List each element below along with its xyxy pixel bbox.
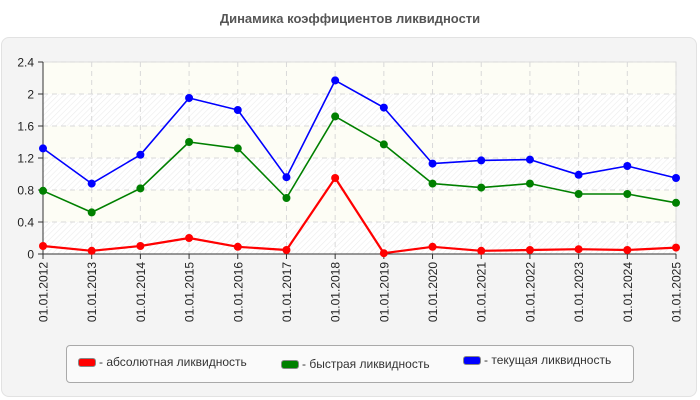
series-line [42, 176, 677, 255]
plot-band [43, 158, 676, 190]
data-point-marker[interactable] [623, 190, 632, 198]
y-tick-label: 0.4 [17, 216, 34, 230]
data-point-marker[interactable] [282, 194, 291, 202]
data-point-marker[interactable] [39, 242, 47, 250]
data-point-marker[interactable] [233, 144, 242, 153]
data-point-marker[interactable] [428, 242, 437, 251]
x-tick-label: 01.01.2021 [475, 262, 489, 322]
data-point-marker[interactable] [477, 246, 486, 255]
data-point-marker[interactable] [282, 173, 291, 182]
data-point-marker[interactable] [525, 179, 534, 188]
data-point-marker[interactable] [477, 183, 486, 192]
data-series [39, 76, 680, 258]
series-абсолютная-ликвидность [39, 174, 680, 258]
plot-band [43, 62, 676, 94]
y-tick-label: 1.6 [17, 120, 34, 134]
data-point-marker[interactable] [672, 174, 680, 182]
series-быстрая-ликвидность [39, 112, 680, 217]
legend-swatch-blue-icon [463, 355, 481, 365]
data-point-marker[interactable] [525, 155, 534, 164]
x-tick-label: 01.01.2019 [377, 262, 391, 322]
data-point-marker[interactable] [574, 170, 583, 179]
data-point-marker[interactable] [39, 144, 47, 153]
data-point-marker[interactable] [185, 234, 194, 242]
data-point-marker[interactable] [87, 246, 96, 255]
chart-title: Динамика коэффициентов ликвидности [219, 11, 481, 26]
data-point-marker[interactable] [185, 94, 194, 102]
y-tick-label: 0 [27, 248, 34, 262]
data-point-marker[interactable] [136, 150, 145, 159]
data-point-marker[interactable] [525, 246, 534, 254]
data-point-marker[interactable] [136, 184, 145, 193]
axes [38, 62, 676, 259]
x-tick-label: 01.01.2015 [183, 262, 197, 322]
series-текущая-ликвидность [39, 76, 680, 188]
legend-item-quick: - быстрая ликвидность [281, 357, 430, 371]
data-point-marker[interactable] [136, 242, 145, 250]
x-tick-label: 01.01.2020 [426, 262, 440, 322]
x-tick-label: 01.01.2016 [231, 262, 245, 322]
y-tick-label: 1.2 [17, 152, 34, 166]
x-tick-label: 01.01.2012 [37, 262, 51, 322]
data-point-marker[interactable] [331, 112, 340, 121]
legend-label-absolute: - абсолютная ликвидность [99, 355, 247, 369]
data-point-marker[interactable] [185, 138, 194, 146]
plot-background-bands [42, 61, 677, 255]
data-point-marker[interactable] [623, 162, 632, 170]
data-point-marker[interactable] [331, 174, 340, 182]
data-point-marker[interactable] [379, 140, 388, 149]
data-point-marker[interactable] [233, 242, 242, 251]
data-point-marker[interactable] [282, 246, 291, 254]
data-point-marker[interactable] [39, 186, 47, 195]
data-point-marker[interactable] [87, 208, 96, 217]
y-tick-label: 2 [27, 88, 34, 102]
y-axis-ticks: 0 0.4 0.8 1.2 1.6 2 2.4 [17, 56, 43, 262]
legend-item-current: - текущая ликвидность [463, 353, 611, 367]
data-point-marker[interactable] [477, 156, 486, 165]
y-tick-label: 0.8 [17, 184, 34, 198]
data-point-marker[interactable] [379, 249, 388, 258]
data-point-marker[interactable] [87, 179, 96, 188]
legend-item-absolute: - абсолютная ликвидность [78, 355, 247, 369]
legend-swatch-red-icon [78, 357, 96, 367]
series-line [42, 115, 677, 214]
data-point-marker[interactable] [233, 106, 242, 114]
data-point-marker[interactable] [623, 246, 632, 254]
plot-band [43, 126, 676, 158]
legend-label-quick: - быстрая ликвидность [302, 357, 430, 371]
y-tick-label: 2.4 [17, 56, 34, 70]
series-line [42, 79, 677, 185]
x-tick-label: 01.01.2017 [280, 262, 294, 322]
x-axis-ticks: 01.01.2012 01.01.2013 01.01.2014 01.01.2015… [37, 254, 684, 322]
data-point-marker[interactable] [428, 159, 437, 168]
data-point-marker[interactable] [672, 198, 680, 207]
x-tick-label: 01.01.2023 [572, 262, 586, 322]
legend-swatch-green-icon [281, 359, 299, 369]
x-tick-label: 01.01.2022 [523, 262, 537, 322]
data-point-marker[interactable] [574, 190, 583, 198]
legend-label-current: - текущая ликвидность [484, 353, 612, 367]
data-point-marker[interactable] [379, 103, 388, 112]
x-tick-label: 01.01.2018 [329, 262, 343, 322]
plot-band [43, 94, 676, 126]
data-point-marker[interactable] [428, 179, 437, 188]
data-point-marker[interactable] [672, 243, 680, 252]
legend: - абсолютная ликвидность - быстрая ликви… [66, 345, 634, 383]
data-point-marker[interactable] [331, 76, 340, 85]
x-tick-label: 01.01.2013 [85, 262, 99, 322]
x-tick-label: 01.01.2024 [621, 262, 635, 322]
data-point-marker[interactable] [574, 245, 583, 254]
x-tick-label: 01.01.2025 [670, 262, 684, 322]
x-tick-label: 01.01.2014 [134, 262, 148, 322]
